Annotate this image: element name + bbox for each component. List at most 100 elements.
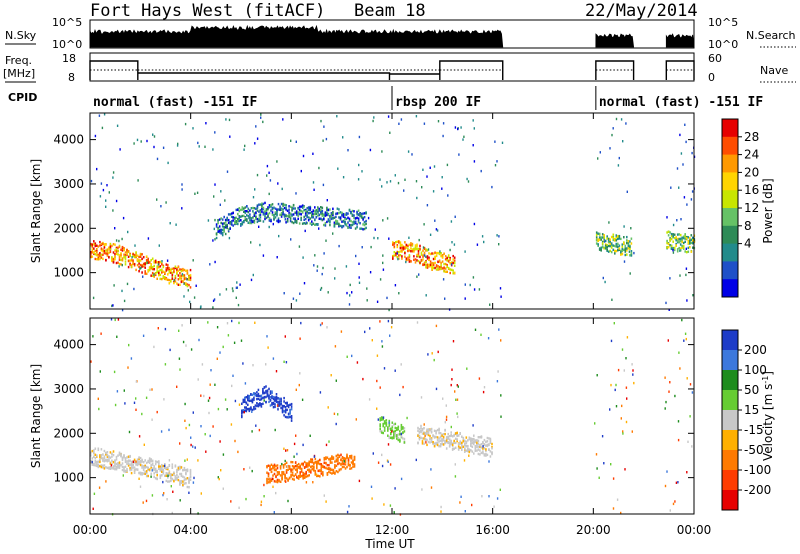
range-gate-mark (679, 249, 681, 252)
range-gate-mark (153, 475, 155, 479)
range-gate-mark (598, 236, 601, 239)
range-gate-mark (280, 397, 282, 400)
range-gate-mark (273, 480, 276, 483)
range-gate-mark (480, 446, 483, 449)
range-gate-mark (403, 427, 406, 430)
range-gate-mark (626, 249, 628, 252)
range-gate-mark (498, 235, 500, 238)
range-gate-mark (363, 221, 366, 224)
range-gate-mark (174, 478, 177, 481)
range-gate-mark (334, 466, 336, 469)
range-gate-mark (476, 243, 479, 246)
range-gate-mark (290, 475, 292, 478)
range-gate-mark (285, 449, 287, 452)
range-gate-mark (249, 221, 251, 225)
range-gate-mark (150, 267, 152, 270)
colorbar-tick-label: 15 (744, 403, 759, 417)
range-gate-mark (219, 440, 221, 443)
range-gate-mark (102, 464, 104, 467)
range-gate-mark (312, 152, 314, 155)
range-gate-mark (477, 436, 480, 439)
range-gate-mark (317, 207, 319, 211)
range-gate-mark (303, 282, 306, 285)
range-gate-mark (108, 256, 110, 259)
range-gate-mark (670, 247, 672, 250)
range-gate-mark (267, 206, 269, 209)
range-gate-mark (445, 440, 448, 444)
range-gate-mark (690, 250, 693, 253)
range-gate-mark (253, 396, 255, 399)
range-gate-mark (327, 218, 330, 221)
range-gate-mark (118, 461, 121, 464)
range-gate-mark (151, 267, 154, 271)
range-gate-mark (114, 255, 116, 259)
range-gate-mark (254, 393, 257, 397)
range-gate-mark (124, 465, 127, 468)
range-gate-mark (325, 500, 327, 503)
freq-tick-high: 18 (62, 52, 76, 65)
range-gate-mark (321, 214, 324, 217)
range-gate-mark (291, 220, 293, 224)
range-gate-mark (451, 442, 454, 445)
range-gate-mark (151, 274, 154, 277)
range-gate-mark (344, 463, 347, 466)
range-gate-mark (306, 211, 308, 214)
range-gate-mark (489, 303, 491, 306)
range-gate-mark (684, 237, 686, 240)
range-gate-mark (218, 218, 221, 221)
range-gate-mark (262, 387, 264, 391)
range-gate-mark (376, 300, 379, 303)
range-gate-mark (212, 239, 214, 242)
range-gate-mark (141, 464, 143, 467)
range-gate-mark (188, 478, 190, 482)
range-gate-mark (429, 233, 432, 236)
range-gate-mark (467, 449, 469, 453)
range-gate-mark (158, 274, 160, 277)
range-gate-mark (313, 467, 315, 470)
range-gate-mark (259, 243, 261, 247)
range-gate-mark (329, 471, 332, 474)
range-gate-mark (299, 464, 301, 467)
range-gate-mark (442, 433, 445, 436)
range-gate-mark (130, 463, 133, 467)
range-gate-mark (183, 274, 186, 277)
range-gate-mark (386, 296, 388, 300)
range-gate-mark (159, 260, 162, 264)
range-gate-mark (445, 436, 448, 439)
range-gate-mark (192, 481, 195, 484)
range-gate-mark (133, 466, 136, 469)
range-gate-mark (625, 420, 628, 424)
range-gate-mark (396, 244, 399, 247)
range-gate-mark (185, 344, 187, 347)
range-gate-mark (298, 212, 301, 216)
range-gate-mark (244, 144, 246, 148)
range-gate-mark (685, 267, 688, 270)
range-gate-mark (672, 251, 675, 254)
range-gate-mark (302, 154, 305, 158)
range-gate-mark (441, 176, 443, 179)
range-gate-mark (306, 468, 309, 472)
range-gate-mark (267, 472, 270, 475)
range-gate-mark (455, 398, 457, 401)
range-gate-mark (170, 280, 172, 283)
range-gate-mark (223, 226, 225, 229)
range-gate-mark (679, 247, 682, 250)
range-gate-mark (244, 206, 247, 209)
range-gate-mark (362, 218, 364, 221)
range-gate-mark (126, 468, 128, 471)
range-gate-mark (682, 245, 685, 248)
range-gate-mark (428, 265, 430, 268)
range-gate-mark (485, 448, 487, 451)
range-gate-mark (389, 334, 391, 337)
range-gate-mark (123, 468, 125, 471)
range-gate-mark (174, 265, 177, 268)
range-gate-mark (468, 438, 471, 441)
range-gate-mark (471, 445, 474, 448)
range-gate-mark (296, 452, 298, 456)
range-gate-mark (275, 491, 277, 495)
range-gate-mark (133, 458, 136, 461)
range-gate-mark (327, 208, 330, 211)
range-gate-mark (310, 469, 312, 472)
range-gate-mark (230, 222, 233, 225)
